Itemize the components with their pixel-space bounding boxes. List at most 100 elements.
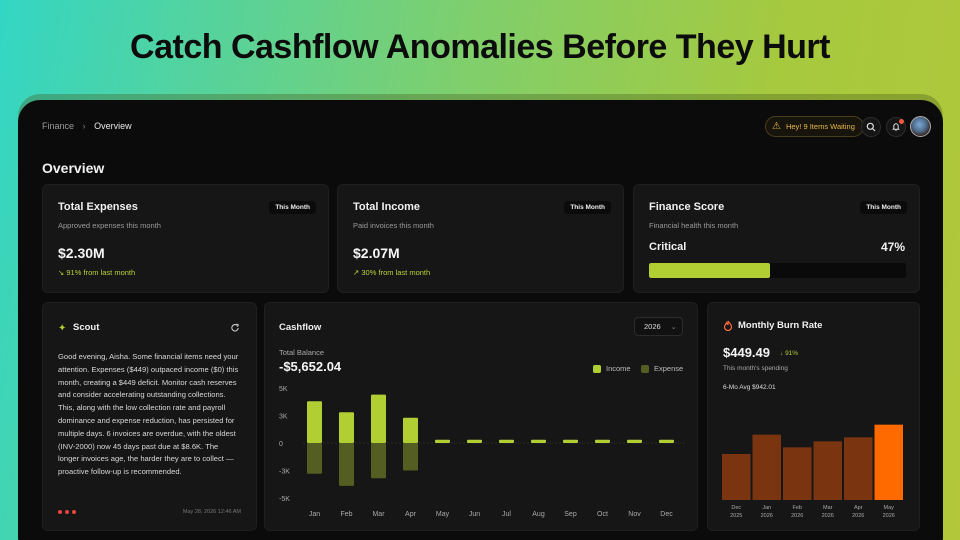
income-bar[interactable] — [371, 394, 386, 443]
breadcrumb-root[interactable]: Finance — [42, 121, 75, 131]
income-bar[interactable] — [659, 439, 674, 443]
breadcrumb: Finance › Overview — [42, 121, 132, 131]
card-cashflow: Cashflow 2026 ⌄ Total Balance -$5,652.04… — [264, 302, 698, 531]
flame-icon — [723, 320, 733, 331]
x-tick-label: Jun — [469, 511, 480, 518]
x-tick-label: Jul — [502, 511, 511, 518]
x-tick-label: Dec — [660, 511, 673, 518]
income-value: $2.07M — [353, 245, 400, 261]
app-window: Finance › Overview ⚠ Hey! 9 Items Waitin… — [18, 100, 943, 540]
search-button[interactable] — [861, 117, 881, 137]
x-tick-year: 2026 — [852, 513, 864, 519]
burn-rate-chart: Dec 2025 Jan 2026 Feb 2026 Mar 2026 Apr 2026 May 20… — [722, 424, 904, 519]
income-bar[interactable] — [499, 439, 514, 443]
period-badge[interactable]: This Month — [564, 201, 611, 214]
card-scout: ✦ Scout Good evening, Aisha. Some financ… — [42, 302, 257, 531]
card-burn-rate: Monthly Burn Rate $449.49 ↓ 91% This mon… — [707, 302, 920, 531]
y-tick-label: -5K — [279, 496, 290, 503]
expense-bar[interactable] — [371, 443, 386, 479]
burn-bar[interactable] — [874, 424, 904, 500]
chevron-down-icon: ⌄ — [670, 323, 677, 331]
refresh-icon[interactable] — [230, 323, 240, 333]
arrow-down-icon: ↓ — [780, 350, 784, 357]
x-tick-year: 2026 — [791, 513, 803, 519]
legend-expense: Expense — [641, 364, 683, 373]
legend-label: Income — [606, 364, 631, 373]
headline: Catch Cashflow Anomalies Before They Hur… — [130, 28, 830, 66]
expense-bar[interactable] — [307, 443, 322, 474]
score-progress-track — [649, 263, 906, 278]
x-tick-label: Aug — [532, 511, 545, 518]
x-tick-label: Feb — [340, 511, 352, 518]
card-subtitle: Paid invoices this month — [353, 221, 434, 230]
card-finance-score: Finance Score Financial health this mont… — [633, 184, 920, 293]
chevron-right-icon: › — [82, 121, 86, 131]
notification-dot — [899, 119, 904, 124]
alert-label: Hey! 9 Items Waiting — [785, 122, 855, 131]
expense-bar[interactable] — [403, 443, 418, 471]
expenses-value: $2.30M — [58, 245, 105, 261]
income-bar[interactable] — [435, 439, 450, 443]
card-total-expenses: Total Expenses Approved expenses this mo… — [42, 184, 329, 293]
period-badge[interactable]: This Month — [269, 201, 316, 214]
burn-bar[interactable] — [783, 447, 812, 500]
balance-value: -$5,652.04 — [279, 359, 342, 374]
x-tick-label: May — [436, 511, 450, 518]
card-subtitle: Financial health this month — [649, 221, 739, 230]
breadcrumb-current: Overview — [94, 121, 132, 131]
card-subtitle: Approved expenses this month — [58, 221, 161, 230]
x-tick-year: 2026 — [761, 513, 773, 519]
alert-button[interactable]: ⚠ Hey! 9 Items Waiting — [765, 116, 864, 137]
x-tick-month: Jan — [762, 505, 771, 511]
burn-bar[interactable] — [722, 454, 751, 500]
expense-bar[interactable] — [339, 443, 354, 486]
score-status: Critical — [649, 241, 687, 253]
score-progress-fill — [649, 263, 770, 278]
burn-bar[interactable] — [844, 437, 873, 500]
legend-swatch — [593, 364, 601, 373]
trend-down-icon: ↘ — [58, 268, 65, 277]
y-tick-label: 3K — [279, 414, 288, 421]
notifications-button[interactable] — [886, 117, 906, 137]
income-bar[interactable] — [339, 412, 354, 443]
year-select[interactable]: 2026 ⌄ — [634, 317, 683, 336]
scout-message: Good evening, Aisha. Some financial item… — [58, 352, 239, 477]
income-bar[interactable] — [627, 439, 642, 443]
x-tick-label: Apr — [405, 511, 417, 518]
avatar[interactable] — [910, 116, 931, 137]
scout-title: Scout — [73, 322, 100, 333]
x-tick-label: Mar — [372, 511, 385, 518]
legend-label: Expense — [654, 364, 684, 373]
income-bar[interactable] — [531, 439, 546, 443]
burn-average: 6-Mo Avg $942.01 — [723, 384, 776, 391]
x-tick-month: May — [884, 505, 895, 511]
income-bar[interactable] — [403, 417, 418, 443]
burn-title: Monthly Burn Rate — [738, 320, 823, 331]
x-tick-label: Sep — [564, 511, 577, 518]
scout-timestamp: May 28, 2026 12:46 AM — [182, 509, 241, 515]
search-icon — [866, 122, 876, 132]
card-total-income: Total Income Paid invoices this month Th… — [337, 184, 624, 293]
income-bar[interactable] — [563, 439, 578, 443]
card-title: Total Expenses — [58, 201, 138, 213]
x-tick-month: Apr — [854, 505, 863, 511]
income-bar[interactable] — [467, 439, 482, 443]
burn-bar[interactable] — [752, 434, 782, 500]
warning-icon: ⚠ — [772, 121, 781, 132]
typing-dots — [58, 510, 76, 514]
cashflow-chart: 5K 3K 0 -3K -5K Jan Feb Mar Apr May Jun Jul Aug Sep Oc… — [279, 386, 685, 518]
x-tick-label: Oct — [597, 511, 608, 518]
x-tick-year: 2025 — [730, 513, 742, 519]
burn-subtitle: This month's spending — [723, 365, 788, 372]
income-bar[interactable] — [595, 439, 610, 443]
expenses-delta: ↘ 91% from last month — [58, 268, 135, 277]
period-badge[interactable]: This Month — [860, 201, 907, 214]
burn-bar[interactable] — [813, 441, 843, 500]
x-tick-label: Jan — [309, 511, 320, 518]
x-tick-month: Dec — [731, 505, 741, 511]
card-title: Total Income — [353, 201, 421, 213]
legend-income: Income — [593, 364, 631, 373]
income-bar[interactable] — [307, 401, 322, 443]
legend-swatch — [641, 364, 649, 373]
cashflow-title: Cashflow — [279, 322, 322, 333]
